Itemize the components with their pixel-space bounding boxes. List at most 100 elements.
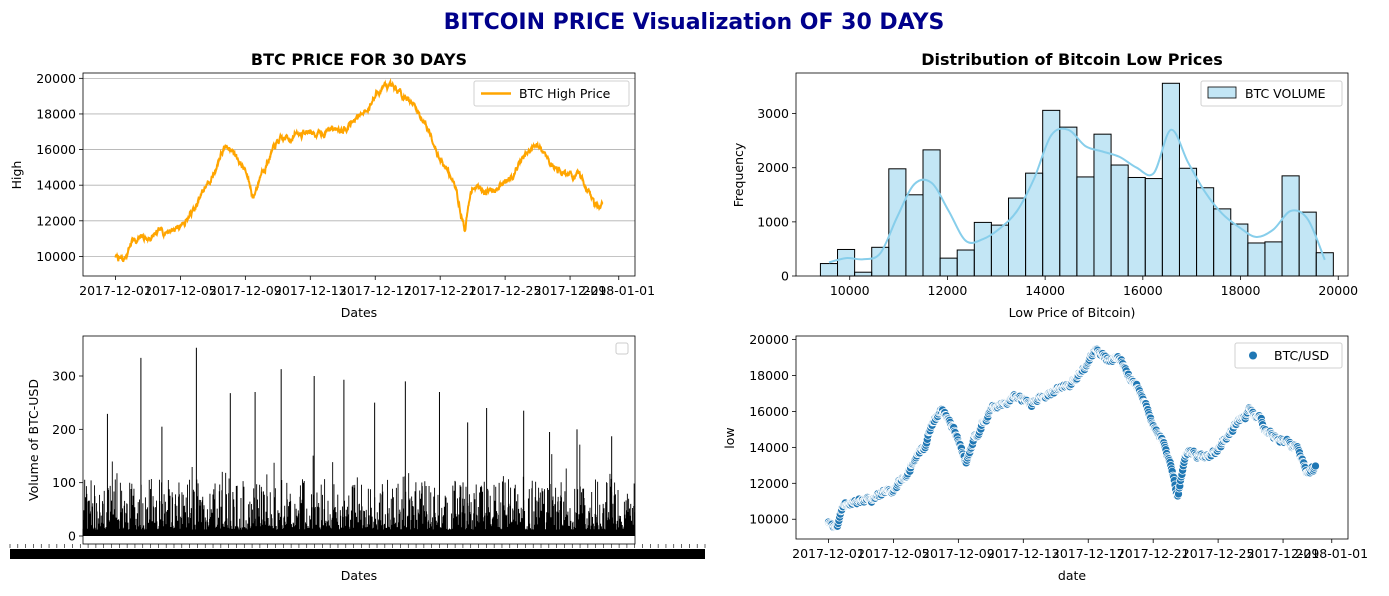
chart4-xtick-label: 2017-12-05 <box>857 546 930 561</box>
histogram-bar <box>1110 164 1129 277</box>
chart1-ytick-label: 12000 <box>36 213 76 228</box>
chart4-xtick-label: 2017-12-01 <box>792 546 865 561</box>
chart1-xtick-label: 2017-12-01 <box>79 283 152 298</box>
chart3-frame <box>82 335 636 545</box>
scatter-point <box>1311 461 1320 471</box>
figure-suptitle: BITCOIN PRICE Visualization OF 30 DAYS <box>444 10 945 35</box>
chart2-xtick-label: 14000 <box>1025 283 1065 298</box>
chart2-ytick-label: 0 <box>781 269 789 284</box>
chart1-ytick-label: 20000 <box>36 71 76 86</box>
chart4-ytick-label: 16000 <box>749 404 789 419</box>
histogram-bar <box>922 149 941 277</box>
chart4-legend-box <box>1234 342 1343 369</box>
chart4-xtick-label: 2018-01-01 <box>1295 546 1368 561</box>
chart1-legend-label: BTC High Price <box>519 86 611 101</box>
chart1-xtick-label: 2017-12-29 <box>534 283 607 298</box>
chart2-ticks: 0 1000 2000 3000 10000 12000 14000 16000 18000 20… <box>757 106 1358 298</box>
chart1-legend: BTC High Price <box>473 80 630 107</box>
chart2-legend-swatch <box>1207 86 1237 99</box>
chart4-legend-label: BTC/USD <box>1274 348 1329 363</box>
chart2-title: Distribution of Bitcoin Low Prices <box>921 50 1223 69</box>
histogram-bar <box>1315 252 1334 277</box>
chart1-xtick-label: 2017-12-13 <box>274 283 347 298</box>
histogram-bar <box>973 221 992 277</box>
histogram-bar <box>1264 241 1283 277</box>
chart4-frame <box>795 335 1349 540</box>
chart1-xtick-label: 2017-12-09 <box>209 283 282 298</box>
chart1-ticks: 10000 12000 14000 16000 18000 20000 2017-12-01… <box>36 71 655 298</box>
chart-price-line: BTC PRICE FOR 30 DAYS 10000 12000 14000 160… <box>9 50 655 320</box>
kde-curve <box>828 127 1326 264</box>
histogram-bar <box>1093 133 1112 277</box>
chart4-legend-swatch <box>1249 351 1257 360</box>
chart1-ylabel: High <box>9 161 24 190</box>
chart3-plot-area <box>82 347 636 536</box>
chart1-xtick-label: 2018-01-01 <box>582 283 655 298</box>
chart2-xtick-label: 18000 <box>1221 283 1261 298</box>
chart2-ylabel: Frequency <box>731 142 746 207</box>
histogram-bar <box>956 249 975 277</box>
chart3-ytick-label: 200 <box>52 422 76 437</box>
chart3-xlabel: Dates <box>341 568 377 583</box>
chart4-xtick-label: 2017-12-29 <box>1247 546 1320 561</box>
histogram-bar <box>1178 167 1198 277</box>
chart2-xtick-label: 16000 <box>1123 283 1163 298</box>
chart1-legend-box <box>473 80 630 107</box>
chart-low-histogram: Distribution of Bitcoin Low Prices 0 1000… <box>731 50 1358 320</box>
histogram-bar <box>837 248 856 277</box>
chart3-ylabel: Volume of BTC-USD <box>26 379 41 501</box>
chart-low-scatter: 10000 12000 14000 16000 18000 20000 2017-12-01… <box>722 332 1368 583</box>
chart4-ylabel: low <box>722 427 737 448</box>
chart2-ytick-label: 1000 <box>757 214 789 229</box>
histogram-bar <box>939 257 958 277</box>
chart4-ytick-label: 18000 <box>749 368 789 383</box>
histogram-bar <box>1281 175 1300 277</box>
histogram-bar <box>1247 242 1266 277</box>
histogram-bar <box>888 168 907 277</box>
chart2-xtick-label: 12000 <box>928 283 968 298</box>
chart4-xtick-label: 2017-12-21 <box>1117 546 1190 561</box>
histogram-bar <box>1059 126 1078 277</box>
chart2-xlabel: Low Price of Bitcoin) <box>1009 305 1136 320</box>
histogram-bar <box>819 263 839 277</box>
chart3-ytick-label: 300 <box>52 369 76 384</box>
chart2-plot-area <box>819 82 1334 277</box>
chart4-ticks: 10000 12000 14000 16000 18000 20000 2017-12-01… <box>749 332 1368 561</box>
chart4-ytick-label: 14000 <box>749 440 789 455</box>
chart2-legend: BTC VOLUME <box>1200 80 1343 107</box>
chart1-title: BTC PRICE FOR 30 DAYS <box>251 50 467 69</box>
chart2-legend-label: BTC VOLUME <box>1245 86 1326 101</box>
chart1-xlabel: Dates <box>341 305 377 320</box>
chart3-legend-box <box>615 342 629 355</box>
histogram-bar <box>1025 172 1044 277</box>
chart1-ytick-label: 10000 <box>36 249 76 264</box>
chart3-ticks: 0 100 200 300 <box>9 369 706 559</box>
chart1-xtick-label: 2017-12-05 <box>144 283 217 298</box>
chart1-ytick-label: 18000 <box>36 106 76 121</box>
histogram-bar <box>905 194 924 277</box>
btc-high-price-line <box>114 77 604 263</box>
chart-volume-bars: 0 100 200 300 Dates Volume of BTC-USD <box>9 335 706 583</box>
chart4-xtick-label: 2017-12-17 <box>1052 546 1125 561</box>
chart3-ytick-label: 0 <box>68 529 76 544</box>
chart4-ytick-label: 10000 <box>749 512 789 527</box>
histogram-bar <box>1161 82 1180 277</box>
histogram-bar <box>854 271 873 277</box>
chart3-ytick-label: 100 <box>52 475 76 490</box>
histogram-bar <box>1298 211 1317 277</box>
histogram-bar <box>1127 176 1146 277</box>
chart2-xtick-label: 10000 <box>830 283 870 298</box>
chart1-plot-area <box>114 77 604 263</box>
chart1-xtick-label: 2017-12-17 <box>339 283 412 298</box>
chart4-ytick-label: 20000 <box>749 332 789 347</box>
chart4-ytick-label: 12000 <box>749 476 789 491</box>
chart4-xtick-label: 2017-12-25 <box>1182 546 1255 561</box>
chart2-ytick-label: 2000 <box>757 160 789 175</box>
volume-bars-dense <box>82 444 636 536</box>
chart3-overlapping-tick-labels <box>10 549 705 559</box>
chart1-xtick-label: 2017-12-21 <box>404 283 477 298</box>
histogram-bar <box>1144 178 1163 277</box>
chart4-plot-area <box>824 344 1320 532</box>
chart2-xtick-label: 20000 <box>1318 283 1358 298</box>
